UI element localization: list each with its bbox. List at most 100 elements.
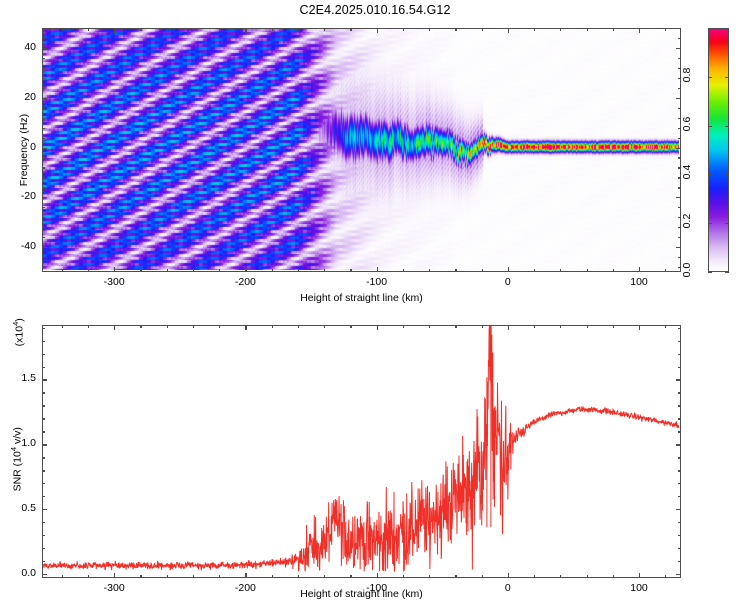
y-tick bbox=[678, 257, 681, 259]
y-tick bbox=[678, 157, 681, 159]
x-tick bbox=[114, 573, 116, 578]
x-tick bbox=[324, 28, 326, 31]
y-tick bbox=[678, 457, 681, 459]
x-tick bbox=[429, 269, 431, 272]
y-tick bbox=[42, 28, 45, 30]
y-tick bbox=[42, 561, 45, 563]
colorbar-tick-label: 0.0 bbox=[681, 262, 693, 278]
y-tick bbox=[42, 147, 47, 149]
y-tick-label: -20 bbox=[20, 190, 36, 203]
x-tick bbox=[507, 267, 509, 272]
x-tick bbox=[324, 325, 326, 328]
y-tick bbox=[42, 127, 45, 129]
y-tick bbox=[42, 247, 47, 249]
y-tick bbox=[42, 197, 47, 199]
x-tick bbox=[350, 28, 352, 31]
x-tick bbox=[192, 325, 195, 328]
x-tick bbox=[586, 269, 588, 272]
y-tick bbox=[678, 187, 681, 189]
y-tick bbox=[42, 379, 47, 381]
x-tick bbox=[560, 28, 562, 31]
y-tick bbox=[42, 327, 45, 329]
x-tick bbox=[665, 269, 667, 272]
y-tick bbox=[42, 217, 45, 219]
y-tick bbox=[676, 197, 681, 199]
figure-title: C2E4.2025.010.16.54.G12 bbox=[299, 3, 451, 17]
x-tick bbox=[534, 575, 536, 578]
x-tick-label: 0 bbox=[504, 276, 511, 288]
x-tick bbox=[481, 28, 483, 31]
x-tick bbox=[350, 269, 352, 272]
y-tick bbox=[42, 418, 45, 420]
y-tick bbox=[42, 137, 45, 139]
x-tick bbox=[429, 325, 431, 328]
y-tick bbox=[676, 444, 681, 446]
x-tick bbox=[140, 269, 142, 272]
colorbar-tick bbox=[708, 76, 712, 78]
y-tick bbox=[42, 444, 47, 446]
x-tick bbox=[402, 269, 405, 272]
y-tick bbox=[42, 366, 45, 368]
y-tick bbox=[42, 187, 45, 189]
x-tick bbox=[192, 575, 195, 578]
x-tick bbox=[429, 28, 431, 31]
y-tick bbox=[42, 535, 45, 537]
y-tick bbox=[42, 207, 45, 209]
snr-y-axis-label: SNR (104 v/v) bbox=[8, 427, 24, 492]
y-tick bbox=[678, 207, 681, 209]
x-tick bbox=[481, 575, 483, 578]
y-tick bbox=[42, 87, 45, 89]
x-tick bbox=[429, 575, 431, 578]
x-tick bbox=[560, 325, 562, 328]
x-tick-label: -100 bbox=[366, 582, 388, 594]
y-tick bbox=[42, 431, 45, 433]
x-tick bbox=[376, 325, 378, 330]
x-tick bbox=[586, 575, 588, 578]
y-tick bbox=[678, 535, 681, 537]
x-tick bbox=[297, 575, 300, 578]
y-tick bbox=[42, 177, 45, 179]
y-tick bbox=[42, 157, 45, 159]
x-tick bbox=[376, 267, 378, 272]
x-tick bbox=[219, 269, 221, 272]
x-tick bbox=[560, 575, 562, 578]
y-tick-label: 0 bbox=[30, 140, 36, 153]
snr-x-axis-label: Height of straight line (km) bbox=[300, 588, 423, 600]
x-tick bbox=[166, 269, 168, 272]
x-tick bbox=[639, 28, 641, 33]
x-tick bbox=[61, 575, 63, 578]
y-tick bbox=[42, 405, 45, 407]
x-tick bbox=[271, 269, 273, 272]
y-tick bbox=[678, 167, 681, 169]
colorbar-tick bbox=[708, 125, 712, 127]
x-tick bbox=[534, 28, 536, 31]
snr-exponent-label: (x104) bbox=[10, 318, 26, 347]
y-tick bbox=[42, 470, 45, 472]
y-tick bbox=[678, 177, 681, 179]
spectrogram-x-axis-label: Height of straight line (km) bbox=[300, 292, 423, 304]
y-tick bbox=[678, 392, 681, 394]
x-tick bbox=[612, 325, 614, 328]
y-tick bbox=[678, 77, 681, 79]
x-tick bbox=[192, 269, 195, 272]
y-tick bbox=[678, 340, 681, 342]
colorbar-tick bbox=[725, 174, 729, 176]
colorbar-gradient bbox=[709, 29, 728, 271]
y-tick bbox=[678, 127, 681, 129]
colorbar-tick-label: 0.6 bbox=[681, 116, 693, 131]
y-tick bbox=[676, 574, 681, 576]
x-tick bbox=[402, 28, 405, 31]
x-tick bbox=[586, 325, 588, 328]
y-tick bbox=[678, 57, 681, 60]
colorbar-tick bbox=[725, 223, 729, 225]
x-tick bbox=[350, 575, 352, 578]
x-tick bbox=[87, 575, 90, 578]
y-tick bbox=[42, 77, 45, 79]
x-tick bbox=[586, 28, 588, 31]
y-tick bbox=[678, 137, 681, 139]
y-tick bbox=[676, 379, 681, 381]
x-tick bbox=[61, 325, 63, 328]
x-tick bbox=[297, 28, 300, 31]
y-tick-label: 40 bbox=[24, 40, 36, 53]
